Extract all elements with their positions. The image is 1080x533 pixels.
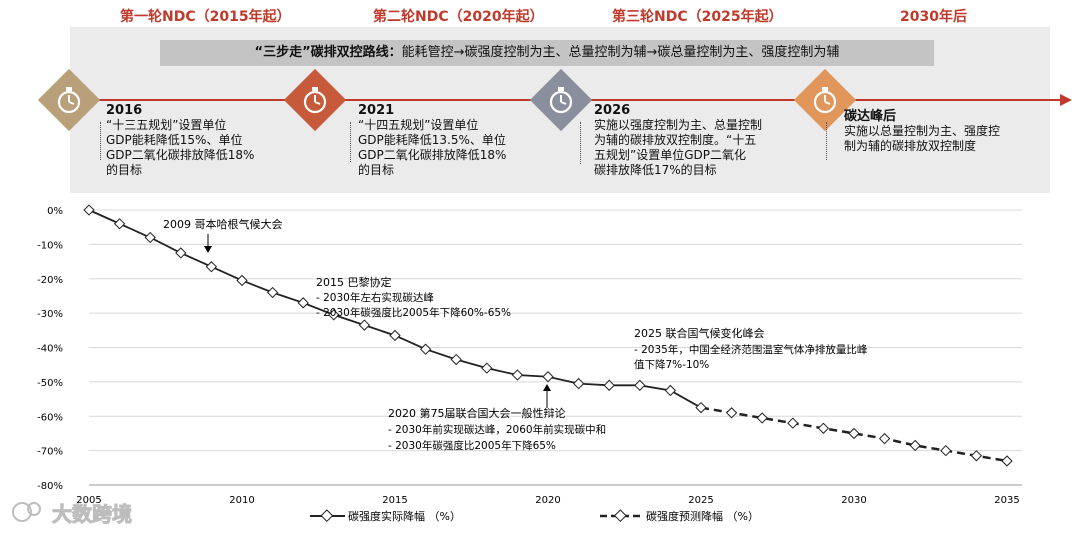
x-tick-label: 2035 <box>994 495 1019 506</box>
era-label-1: 第一轮NDC（2015年起） <box>120 9 291 25</box>
data-point <box>572 377 585 390</box>
annotation-un-summit-2025: 2025 联合国气候变化峰会 - 2035年，中国全经济范围温室气体净排放量比峰… <box>634 326 868 371</box>
y-tick-label: -60% <box>37 412 63 423</box>
annotation-copenhagen: 2009 哥本哈根气候大会 <box>163 217 283 253</box>
strategy-title: “三步走”碳排双控路线： <box>254 45 402 60</box>
y-axis-ticks: 0% -10% -20% -30% -40% -50% -60% -70% -80% <box>37 206 63 492</box>
x-tick-label: 2025 <box>688 495 713 506</box>
legend-label: 碳强度实际降幅 （%） <box>348 509 461 523</box>
x-axis-ticks: 2005 2010 2015 2020 2025 2030 2035 <box>76 495 1019 506</box>
annotation-un-general-assembly-2020: 2020 第75届联合国大会一般性辩论 - 2030年前实现碳达峰，2060年前… <box>388 384 606 452</box>
y-tick-label: 0% <box>47 206 63 217</box>
data-point <box>725 407 738 419</box>
annotation-title: 2025 联合国气候变化峰会 <box>634 326 765 340</box>
era-label-2: 第二轮NDC（2020年起） <box>373 9 544 25</box>
y-tick-label: -80% <box>37 481 63 492</box>
data-point <box>419 343 432 355</box>
milestone-connector <box>826 122 827 160</box>
milestone-2026: 2026 实施以强度控制为主、总量控制 为辅的碳排放双控制度。“十五 五规划”设… <box>594 103 804 178</box>
data-point <box>756 412 768 424</box>
watermark: 大数跨境 <box>12 502 133 527</box>
milestone-connector <box>350 122 351 162</box>
data-point <box>695 401 707 414</box>
annotation-line: 值下降7%-10% <box>634 358 709 371</box>
data-point <box>664 384 677 397</box>
x-tick-label: 2020 <box>535 495 560 506</box>
stopwatch-icon <box>529 68 593 132</box>
data-point <box>1001 455 1013 467</box>
data-point <box>511 369 524 381</box>
data-point <box>175 247 187 259</box>
data-point <box>878 432 891 445</box>
era-label-3: 第三轮NDC（2025年起） <box>612 9 783 25</box>
data-point <box>848 427 860 440</box>
milestone-desc: “十三五规划”设置单位 GDP能耗降低15%、单位 GDP二氧化碳排放降低18%… <box>106 118 255 177</box>
x-tick-label: 2010 <box>229 495 254 506</box>
data-point <box>266 286 279 299</box>
data-point <box>481 362 493 374</box>
milestone-connector <box>580 122 581 164</box>
watermark-text: 大数跨境 <box>52 502 132 526</box>
data-point <box>297 297 309 309</box>
annotation-line: - 2035年，中国全经济范围温室气体净排放量比峰 <box>634 343 868 356</box>
strategy-text: 能耗管控→碳强度控制为主、总量控制为辅→碳总量控制为主、强度控制为辅 <box>401 45 840 60</box>
annotation-line: - 2030年左右实现碳达峰 <box>316 291 434 304</box>
stopwatch-icon <box>793 68 857 132</box>
chart-series <box>83 204 1013 467</box>
stopwatch-icon <box>37 68 101 132</box>
annotation-paris: 2015 巴黎协定 - 2030年左右实现碳达峰 - 2030年碳强度比2005… <box>316 275 511 319</box>
milestone-2016: 2016 “十三五规划”设置单位 GDP能耗降低15%、单位 GDP二氧化碳排放… <box>106 103 296 178</box>
annotation-title: 2020 第75届联合国大会一般性辩论 <box>388 406 566 420</box>
milestone-year: 碳达峰后 <box>844 109 897 124</box>
data-point <box>83 204 95 216</box>
strategy-banner: “三步走”碳排双控路线：能耗管控→碳强度控制为主、总量控制为辅→碳总量控制为主、… <box>160 40 934 66</box>
data-point <box>113 218 126 230</box>
annotation-title: 2009 哥本哈根气候大会 <box>163 217 283 231</box>
milestone-2021: 2021 “十四五规划”设置单位 GDP能耗降低13.5%、单位 GDP二氧化碳… <box>358 103 553 178</box>
y-tick-label: -40% <box>37 344 63 355</box>
milestone-desc: “十四五规划”设置单位 GDP能耗降低13.5%、单位 GDP二氧化碳排放降低1… <box>358 118 507 177</box>
legend-label: 碳强度预测降幅 （%） <box>646 509 759 523</box>
y-tick-label: -20% <box>37 275 63 286</box>
era-label-4: 2030年后 <box>900 9 967 25</box>
annotation-title: 2015 巴黎协定 <box>316 275 392 289</box>
milestone-connector <box>100 122 101 160</box>
milestone-desc: 实施以强度控制为主、总量控制 为辅的碳排放双控制度。“十五 五规划”设置单位GD… <box>594 118 763 177</box>
data-point <box>144 231 156 244</box>
data-point <box>940 444 952 457</box>
data-point <box>236 274 248 287</box>
data-point <box>389 329 401 342</box>
data-point <box>542 371 554 383</box>
y-tick-label: -50% <box>37 378 63 389</box>
chart-legend: 碳强度实际降幅 （%） 碳强度预测降幅 （%） <box>310 509 759 523</box>
data-point <box>603 379 615 391</box>
x-tick-label: 2030 <box>841 495 866 506</box>
data-point <box>970 450 983 462</box>
x-tick-label: 2015 <box>382 495 407 506</box>
annotation-line: - 2030年碳强度比2005年下降65% <box>388 439 556 452</box>
milestone-year: 2016 <box>106 103 143 118</box>
data-point <box>328 309 340 321</box>
x-tick-label: 2005 <box>76 495 101 506</box>
data-point <box>817 422 830 434</box>
y-tick-label: -30% <box>37 309 63 320</box>
milestone-year: 2021 <box>358 103 395 118</box>
annotation-line: - 2030年碳强度比2005年下降60%-65% <box>316 306 511 319</box>
data-point <box>205 261 218 273</box>
data-point <box>450 353 462 366</box>
legend-item-actual: 碳强度实际降幅 （%） <box>310 509 461 523</box>
data-point <box>909 439 921 452</box>
y-tick-label: -10% <box>37 240 63 251</box>
stopwatch-icon <box>283 68 347 132</box>
data-point <box>787 417 799 429</box>
milestone-peak: 碳达峰后 实施以总量控制为主、强度控 制为辅的碳排放双控制度 <box>844 109 1044 154</box>
carbon-intensity-chart: 0%-10%-20%-30%-40%-50%-60%-70%-80% 2005 2… <box>12 204 1022 527</box>
data-point <box>358 319 371 331</box>
legend-item-forecast: 碳强度预测降幅 （%） <box>600 509 759 523</box>
y-tick-label: -70% <box>37 447 63 458</box>
milestone-desc: 实施以总量控制为主、强度控 制为辅的碳排放双控制度 <box>844 124 1001 153</box>
data-point <box>634 379 646 391</box>
milestone-year: 2026 <box>594 103 631 118</box>
annotation-line: - 2030年前实现碳达峰，2060年前实现碳中和 <box>388 423 606 436</box>
